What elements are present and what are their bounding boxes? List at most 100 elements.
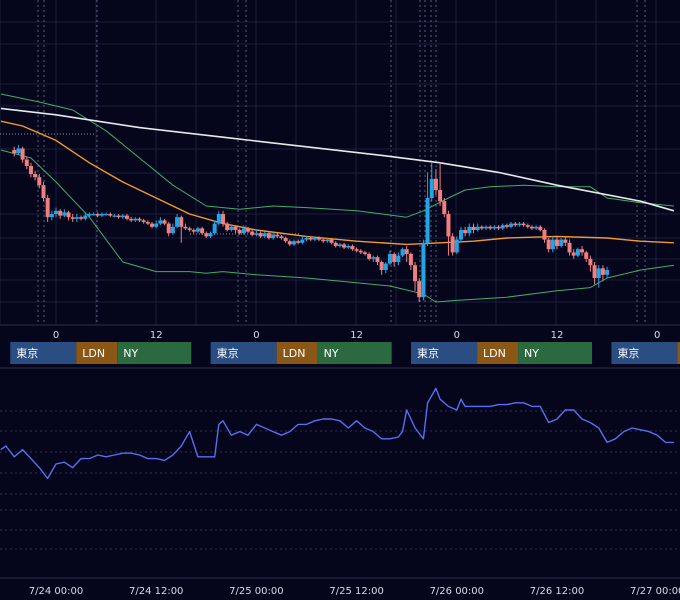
candle-down: [66, 212, 71, 218]
candle-up: [158, 220, 163, 224]
candle-up: [62, 212, 67, 216]
candle-down: [354, 249, 359, 251]
candle-down: [358, 250, 363, 253]
candle-down: [162, 220, 167, 224]
candle-down: [200, 228, 205, 234]
candle-down: [571, 252, 576, 256]
candle-down: [237, 230, 242, 234]
candle-up: [304, 238, 309, 240]
candle-down: [41, 185, 46, 198]
candle-down: [116, 215, 121, 218]
candle-up: [49, 214, 54, 218]
candle-up: [91, 214, 96, 216]
candle-down: [225, 223, 230, 230]
candle-up: [559, 239, 564, 246]
candle-down: [450, 236, 455, 253]
candle-up: [517, 223, 522, 226]
candle-down: [529, 226, 534, 229]
candle-down: [287, 241, 292, 245]
candle-down: [488, 226, 493, 229]
time-axis-label: 7/25 00:00: [229, 586, 283, 597]
candle-up: [262, 233, 267, 237]
candle-up: [500, 225, 505, 229]
candle-down: [588, 258, 593, 266]
candle-down: [204, 233, 209, 237]
candle-down: [45, 198, 50, 218]
candle-down: [20, 148, 25, 160]
candle-down: [24, 159, 29, 166]
bollinger-lower-line: [0, 149, 674, 303]
candle-up: [16, 148, 21, 154]
session-label: NY: [524, 347, 539, 360]
candle-up: [396, 255, 401, 262]
candle-up: [605, 270, 610, 275]
candle-up: [421, 242, 426, 298]
candle-down: [296, 241, 301, 243]
session-ldn-block: [76, 342, 118, 364]
candle-down: [433, 178, 438, 190]
session-ldn-block: [677, 342, 680, 364]
candle-down: [362, 252, 367, 254]
candle-down: [379, 262, 384, 270]
session-tokyo-block: [611, 342, 678, 364]
session-label: LDN: [82, 347, 105, 360]
candle-down: [221, 214, 225, 224]
candle-up: [596, 268, 601, 278]
candle-up: [87, 214, 92, 216]
hour-axis-label: 12: [551, 330, 564, 341]
time-axis-label: 7/25 12:00: [329, 586, 383, 597]
session-tokyo-block: [210, 342, 277, 364]
candle-down: [542, 230, 547, 240]
session-label: 東京: [617, 346, 639, 360]
candle-down: [283, 238, 288, 242]
candle-up: [54, 210, 58, 214]
candle-down: [79, 217, 84, 219]
candle-down: [463, 230, 468, 234]
candle-up: [550, 239, 555, 250]
candle-down: [496, 226, 501, 229]
candle-down: [538, 226, 543, 230]
bollinger-upper-line: [0, 93, 674, 218]
candle-down: [408, 254, 413, 266]
candle-up: [575, 249, 580, 256]
candle-down: [266, 233, 271, 238]
candle-down: [191, 230, 196, 232]
candle-down: [375, 257, 380, 262]
candle-up: [216, 214, 221, 224]
candle-up: [104, 214, 109, 216]
long-moving-average-line: [0, 107, 675, 212]
candle-up: [346, 246, 351, 248]
candle-down: [246, 228, 251, 232]
candle-down: [150, 223, 155, 227]
hour-axis-label: 12: [150, 330, 163, 341]
time-axis-label: 7/24 12:00: [129, 586, 183, 597]
time-axis-label: 7/27 00:00: [630, 586, 680, 597]
candle-down: [592, 265, 597, 278]
candle-up: [484, 226, 489, 229]
candle-down: [563, 239, 568, 243]
candle-down: [108, 214, 113, 216]
candle-up: [454, 239, 459, 253]
hour-axis-label: 0: [454, 330, 460, 341]
candle-up: [212, 223, 217, 234]
session-ldn-block: [276, 342, 318, 364]
candle-down: [28, 166, 33, 174]
candle-down: [250, 231, 255, 235]
candle-up: [241, 228, 246, 234]
candle-down: [258, 233, 263, 237]
candle-down: [233, 226, 238, 230]
candle-up: [312, 238, 317, 240]
candle-down: [12, 150, 17, 154]
candle-up: [429, 178, 434, 198]
session-ldn-block: [477, 342, 519, 364]
candle-down: [555, 239, 559, 246]
candle-down: [275, 234, 280, 237]
oscillator-panel: 7/24 00:00 7/24 12:00 7/25 00:00 7/25 12:00…: [0, 387, 680, 597]
candle-down: [279, 236, 284, 238]
candle-up: [291, 241, 296, 245]
candle-up: [229, 226, 234, 230]
time-axis-label: 7/24 00:00: [29, 586, 83, 597]
candle-up: [534, 226, 539, 229]
candle-down: [471, 226, 476, 230]
